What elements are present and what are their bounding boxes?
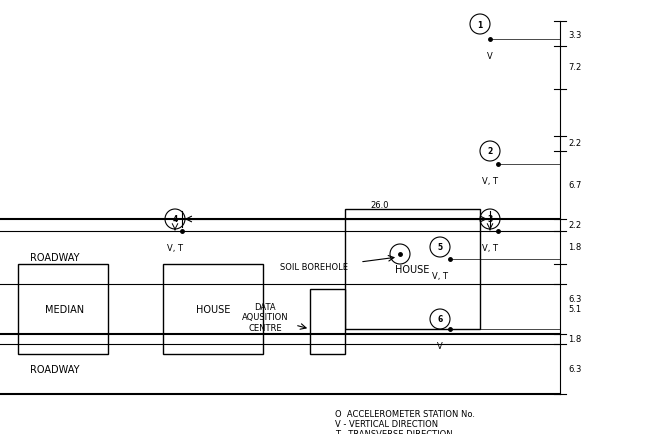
Text: V - VERTICAL DIRECTION: V - VERTICAL DIRECTION — [335, 419, 438, 428]
Text: 2: 2 — [487, 147, 492, 156]
Text: ROADWAY: ROADWAY — [30, 364, 80, 374]
Text: ROADWAY: ROADWAY — [30, 253, 80, 263]
Text: 2.2: 2.2 — [568, 221, 581, 230]
Text: V: V — [437, 341, 443, 350]
Text: 6.3: 6.3 — [568, 365, 582, 374]
Text: HOUSE: HOUSE — [196, 304, 230, 314]
Text: O  ACCELEROMETER STATION No.: O ACCELEROMETER STATION No. — [335, 409, 475, 418]
Text: 2.2: 2.2 — [568, 139, 581, 148]
Text: 1.8: 1.8 — [568, 243, 581, 252]
Text: MEDIAN: MEDIAN — [45, 304, 85, 314]
Bar — [18, 264, 108, 354]
Text: DATA
AQUSITION
CENTRE: DATA AQUSITION CENTRE — [242, 302, 289, 332]
Bar — [310, 289, 345, 354]
Text: 6.3: 6.3 — [568, 295, 582, 304]
Text: V, T: V, T — [482, 177, 498, 186]
Text: 5: 5 — [437, 243, 443, 252]
Text: 1: 1 — [477, 20, 483, 30]
Text: 7.2: 7.2 — [568, 63, 581, 72]
Bar — [345, 210, 480, 329]
Text: 4: 4 — [172, 215, 178, 224]
Text: 3: 3 — [487, 215, 492, 224]
Text: V: V — [487, 52, 493, 61]
Text: 5.1: 5.1 — [568, 305, 581, 314]
Text: 26.0: 26.0 — [371, 201, 389, 210]
Text: V, T: V, T — [432, 271, 448, 280]
Text: 1.8: 1.8 — [568, 335, 581, 344]
Bar — [163, 264, 263, 354]
Text: T - TRANSVERSE DIRECTION: T - TRANSVERSE DIRECTION — [335, 429, 453, 434]
Text: HOUSE: HOUSE — [395, 264, 429, 274]
Text: SOIL BOREHOLE: SOIL BOREHOLE — [280, 263, 348, 272]
Text: 6: 6 — [437, 315, 443, 324]
Text: 3.3: 3.3 — [568, 30, 582, 39]
Text: V, T: V, T — [167, 243, 183, 253]
Text: 6.7: 6.7 — [568, 181, 582, 190]
Text: V, T: V, T — [482, 243, 498, 253]
